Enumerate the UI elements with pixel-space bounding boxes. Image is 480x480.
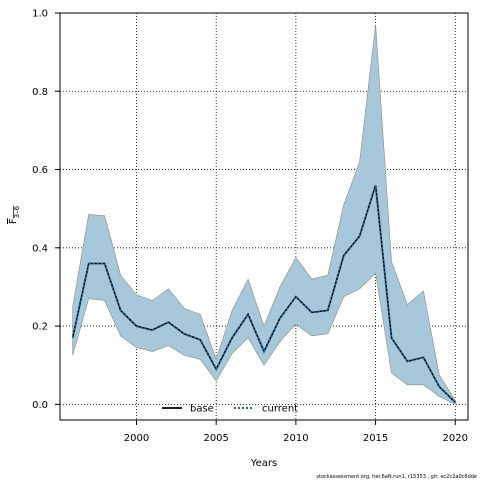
legend: base current <box>162 404 298 415</box>
x-tick-label: 2000 <box>124 433 149 444</box>
y-axis: 0.0 0.2 0.4 0.6 0.8 1.0 <box>32 9 60 411</box>
footnote: stockassessment.org, her.6aN.run1, r1535… <box>316 474 477 480</box>
series-lines-group <box>71 184 457 404</box>
y-tick-label: 0.4 <box>32 243 48 254</box>
x-tick-label: 2010 <box>283 433 308 444</box>
y-tick-label: 0.8 <box>32 87 48 98</box>
x-tick-label: 2015 <box>363 433 388 444</box>
legend-label-current: current <box>262 404 298 415</box>
confidence-band <box>72 24 456 405</box>
y-tick-label: 0.6 <box>32 165 48 176</box>
x-axis: 2000 2005 2010 2015 2020 <box>124 420 468 444</box>
x-axis-title: Years <box>250 458 277 469</box>
confidence-band-group <box>72 24 456 405</box>
y-tick-label: 0.0 <box>32 400 48 411</box>
y-axis-title-main: F <box>8 218 19 224</box>
x-tick-label: 2020 <box>443 433 468 444</box>
legend-label-base: base <box>190 404 214 415</box>
svg-text:F3–6: F3–6 <box>8 205 21 224</box>
plot-frame <box>59 12 469 421</box>
y-axis-title: F3–6 <box>8 205 21 224</box>
series-line-current <box>71 184 457 404</box>
x-tick-label: 2005 <box>203 433 228 444</box>
y-tick-label: 1.0 <box>32 9 48 20</box>
y-tick-label: 0.2 <box>32 322 48 333</box>
y-axis-title-sub: 3–6 <box>13 205 21 218</box>
